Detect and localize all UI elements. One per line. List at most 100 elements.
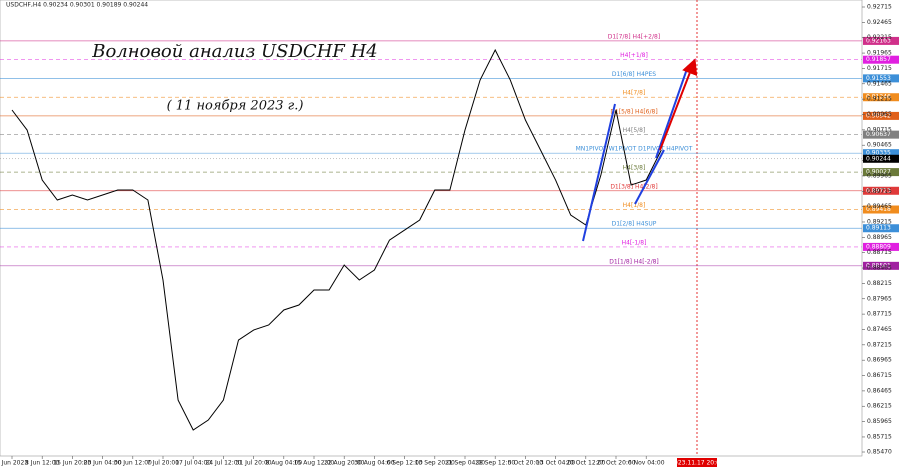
level-price: 0.89723 [866,187,891,194]
price-line [11,48,662,431]
level-price-box [863,55,899,64]
level-price-box [863,205,899,214]
x-tick-label: 15 Jun 20:00 [53,460,91,467]
level-label: H4[+1/8] [620,52,648,59]
y-tick-label: 0.89715 [867,188,892,195]
level-price: 0.89113 [866,225,891,232]
x-tick-label: 23 Jun 04:00 [84,460,122,467]
levels: D1[7/8] H4[+2/8] 0.92163 H4[+1/8] 0.91857 D1… [0,33,899,270]
level-price: 0.92163 [866,37,891,44]
level-price-box [863,261,899,270]
y-tick-label: 0.86715 [867,372,892,379]
time-marker-box [677,458,717,467]
level-price: 0.90335 [866,150,891,157]
level-price: 0.89418 [866,206,891,213]
level-price-box [863,168,899,177]
chart-subtitle: ( 11 ноября 2023 г.) [167,99,304,114]
level-price: 0.88809 [866,243,891,250]
y-tick-label: 0.89965 [867,172,892,179]
y-tick-label: 0.85470 [867,449,892,456]
y-tick-label: 0.88715 [867,249,892,256]
x-tick-label: 22 Aug 20:00 [324,460,365,467]
y-tick-label: 0.91965 [867,50,892,57]
y-tick-label: 0.91215 [867,96,892,103]
level-price-box [863,111,899,120]
x-tick-label: 17 Jul 04:00 [175,460,211,467]
header: USDCHF,H4 0.90234 0.90301 0.90189 0.9024… [6,2,148,9]
y-tick-label: 0.87215 [867,341,892,348]
x-tick-label: 28 Sep 12:00 [475,460,515,467]
x-tick-label: 5 Oct 20:00 [508,460,543,467]
x-tick-label: 15 Aug 12:00 [294,460,335,467]
level-price-box [863,74,899,83]
level-price: 0.88501 [866,262,891,269]
x-tick-label: 8 Aug 04:00 [265,460,302,467]
x-tick-label: 21 Sep 04:00 [445,460,485,467]
y-tick-label: 0.86965 [867,357,892,364]
wave-line [655,65,689,159]
level-label: H4[-1/8] [622,239,647,246]
x-tick-label: 6 Nov 04:00 [628,460,665,467]
level-label: H4[3/8] [623,165,646,172]
x-tick-label: 20 Oct 12:00 [566,460,605,467]
y-tick-label: 0.87715 [867,311,892,318]
x-tick-label: 8 Jun 12:00 [25,460,59,467]
y-tick-label: 0.85715 [867,433,892,440]
y-tick-label: 0.90465 [867,142,892,149]
level-label: H4[1/8] [623,202,646,209]
level-price-box [863,93,899,102]
y-tick-label: 0.87465 [867,326,892,333]
level-price: 0.90942 [866,112,891,119]
y-tick-label: 0.91715 [867,65,892,72]
y-tick-label: 0.90965 [867,111,892,118]
forecast-arrow [659,58,698,151]
chart-title: Волновой анализ USDCHF H4 [91,41,378,62]
y-tick-label: 0.91465 [867,80,892,87]
y-tick-label: 0.89465 [867,203,892,210]
current-price: 0.90244 [866,155,891,162]
x-tick-label: 31 Jul 20:00 [236,460,272,467]
x-tick-label: 1 Jun 2023 [0,460,28,467]
wave-line [634,149,665,205]
y-tick-label: 0.87965 [867,295,892,302]
x-tick-label: 6 Sep 12:00 [386,460,422,467]
level-price: 0.91857 [866,56,891,63]
current-price-box [863,154,899,163]
wave-line [582,103,616,242]
level-label: D1[2/8] H4SUP [612,221,657,228]
level-label: H4[7/8] [623,90,646,97]
y-tick-label: 0.92715 [867,4,892,11]
plot [11,48,662,431]
level-label: D1[5/8] H4[6/8] [610,108,657,115]
level-price: 0.90637 [866,131,891,138]
x-tick-label: 30 Jun 12:00 [114,460,152,467]
x-tick-label: 7 Jul 20:00 [147,460,179,467]
level-label: H4[5/8] [623,127,646,134]
x-tick-label: 24 Jul 12:00 [205,460,241,467]
x-tick-label: 13 Sep 20:00 [415,460,455,467]
y-tick-label: 0.90715 [867,126,892,133]
y-tick-label: 0.88215 [867,280,892,287]
y-tick-label: 0.88465 [867,265,892,272]
y-tick-label: 0.92465 [867,19,892,26]
level-price-box [863,36,899,45]
level-label: D1[6/8] H4PES [612,71,656,78]
level-price-box [863,186,899,195]
level-price: 0.90027 [866,169,891,176]
level-label: D1[7/8] H4[+2/8] [608,33,660,40]
y-tick-label: 0.86465 [867,387,892,394]
y-tick-label: 0.88965 [867,234,892,241]
level-label: MN1PIVOT W1PIVOT D1PIVOT H4PIVOT [576,146,693,153]
y-tick-label: 0.89215 [867,218,892,225]
level-price: 0.91553 [866,75,891,82]
level-price-box [863,224,899,233]
y-tick-label: 0.85965 [867,418,892,425]
time-marker-label: 2023.11.17 20:00 [670,460,724,467]
y-tick-label: 0.86215 [867,403,892,410]
x-tick-label: 27 Oct 20:00 [596,460,635,467]
level-price-box [863,149,899,158]
level-price-box [863,130,899,139]
x-tick-label: 30 Aug 04:00 [354,460,395,467]
